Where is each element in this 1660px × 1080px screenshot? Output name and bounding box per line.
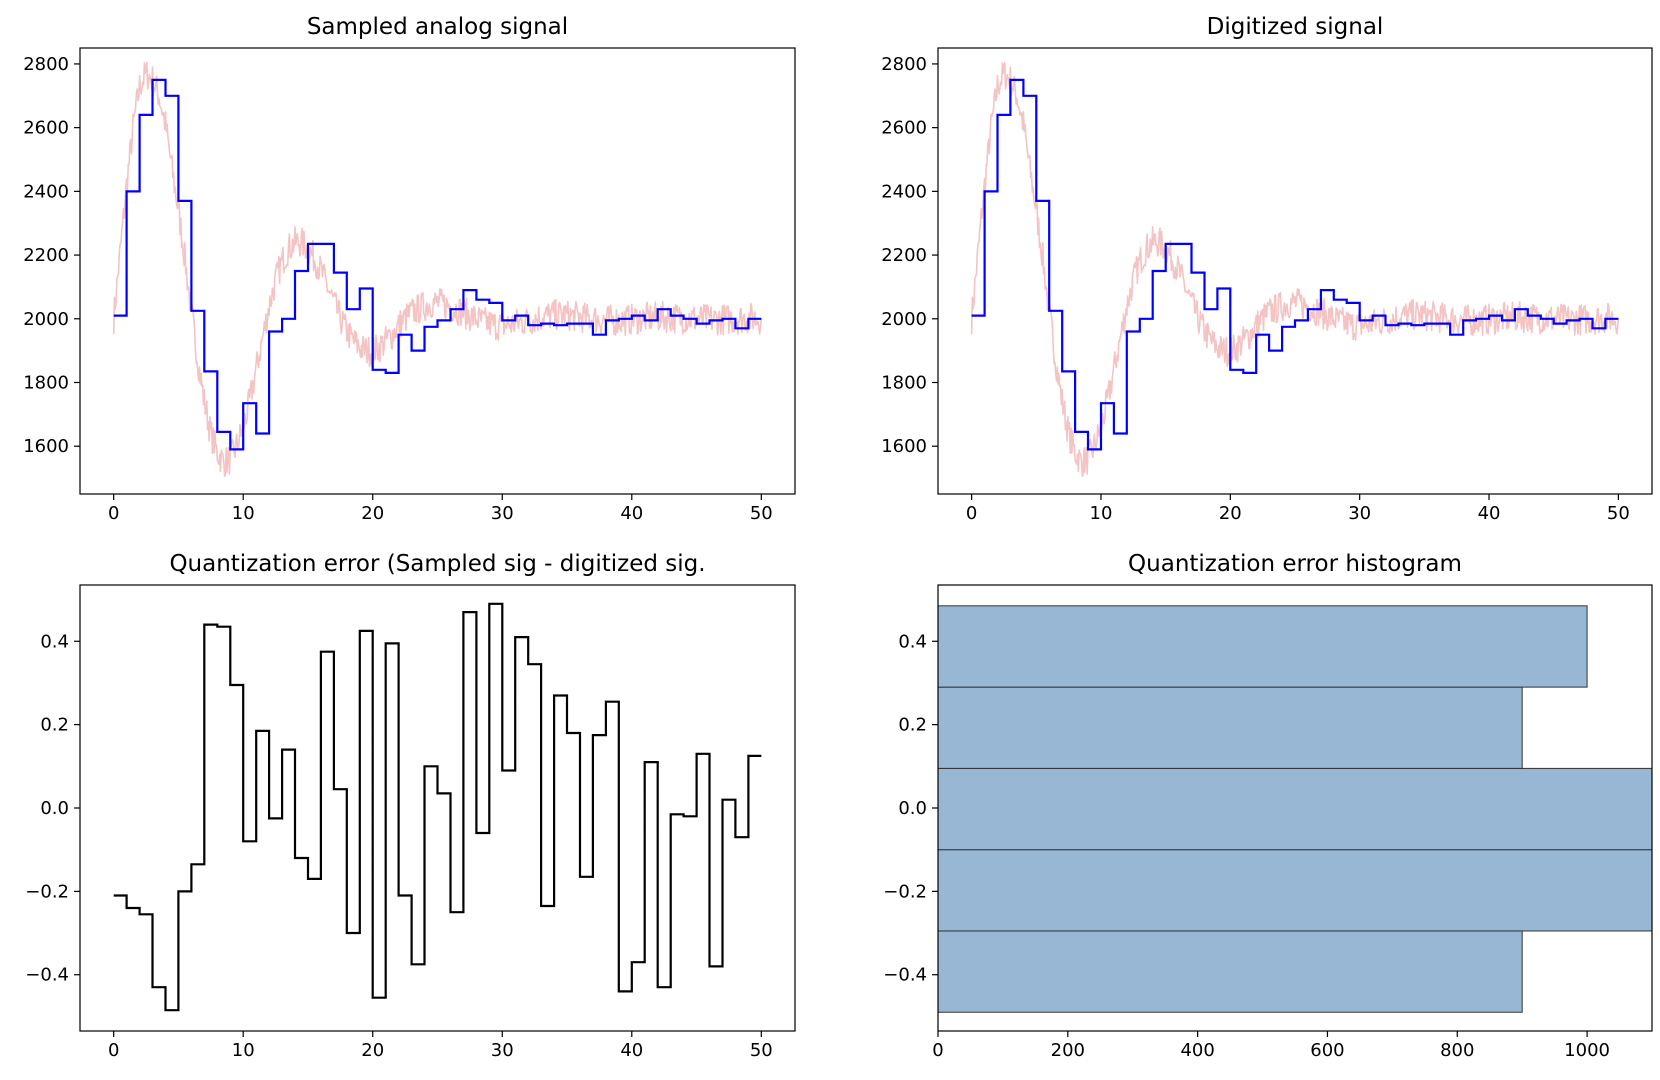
plot-frame	[937, 47, 1653, 495]
y-tick-label: 1800	[23, 373, 69, 394]
x-tick-label: 30	[491, 503, 514, 524]
x-tick-label: 0	[108, 503, 119, 524]
x-tick-label: 400	[1180, 1040, 1214, 1061]
y-tick-label: −0.2	[25, 881, 69, 902]
x-tick-label: 0	[966, 503, 977, 524]
sampled-analog-signal-chart: Sampled analog signal 0 10 20 30 40 50 1600 180…	[23, 14, 796, 524]
y-tick-label: 2400	[23, 181, 69, 202]
x-tick-label: 40	[620, 1040, 643, 1061]
chart-title: Digitized signal	[1207, 14, 1384, 40]
x-tick-label: 40	[1478, 503, 1501, 524]
y-tick-label: 2800	[23, 54, 69, 75]
series-step-line	[113, 602, 762, 1012]
x-tick-label: 50	[750, 1040, 773, 1061]
quantization-error-histogram-chart: Quantization error histogram 0 200 400 600 8…	[883, 551, 1653, 1061]
series-analog-line	[970, 61, 1620, 478]
y-tick-label: 0.4	[40, 631, 69, 652]
y-tick-label: 2000	[23, 309, 69, 330]
y-tick-label: 1600	[881, 436, 927, 457]
histogram-bar	[938, 767, 1652, 851]
y-tick-label: −0.4	[25, 965, 69, 986]
x-tick-label: 20	[1219, 503, 1242, 524]
plot-frame	[79, 584, 796, 1032]
x-tick-label: 20	[361, 1040, 384, 1061]
y-tick-label: 2200	[881, 245, 927, 266]
plot-area	[113, 602, 762, 1012]
x-tick-label: 50	[750, 503, 773, 524]
quantization-error-chart: Quantization error (Sampled sig - digiti…	[25, 551, 796, 1061]
x-tick-label: 10	[232, 1040, 255, 1061]
plot-area	[112, 61, 763, 478]
plot-frame	[79, 47, 796, 495]
x-tick-label: 1000	[1564, 1040, 1610, 1061]
y-tick-label: 2400	[881, 181, 927, 202]
y-tick-label: 0.0	[898, 798, 927, 819]
histogram-bar	[938, 849, 1652, 932]
x-tick-label: 40	[620, 503, 643, 524]
x-tick-label: 20	[361, 503, 384, 524]
y-tick-label: 2600	[881, 118, 927, 139]
histogram-bar	[938, 686, 1523, 769]
series-step-line	[113, 78, 762, 451]
x-tick-label: 0	[108, 1040, 119, 1061]
y-tick-label: 2000	[881, 309, 927, 330]
y-tick-label: 0.0	[40, 798, 69, 819]
series-step-line	[971, 78, 1619, 451]
chart-title: Sampled analog signal	[307, 14, 568, 40]
y-tick-label: 1600	[23, 436, 69, 457]
y-tick-label: −0.2	[883, 881, 927, 902]
y-tick-label: 2800	[881, 54, 927, 75]
x-tick-label: 30	[1348, 503, 1371, 524]
y-tick-label: 1800	[881, 373, 927, 394]
histogram-bar	[938, 930, 1523, 1013]
histogram-bar	[938, 605, 1588, 688]
series-analog-line	[112, 61, 763, 478]
y-tick-label: 0.2	[898, 715, 927, 736]
x-tick-label: 600	[1310, 1040, 1344, 1061]
x-tick-label: 0	[932, 1040, 943, 1061]
chart-title: Quantization error (Sampled sig - digiti…	[169, 551, 705, 577]
x-tick-label: 10	[1090, 503, 1113, 524]
digitized-signal-chart: Digitized signal 0 10 20 30 40 50 1600 1800 2000…	[881, 14, 1653, 524]
y-tick-label: 2600	[23, 118, 69, 139]
y-tick-label: 0.2	[40, 715, 69, 736]
y-tick-label: 0.4	[898, 631, 927, 652]
x-tick-label: 30	[491, 1040, 514, 1061]
chart-title: Quantization error histogram	[1128, 551, 1462, 577]
plot-area	[970, 61, 1620, 478]
x-tick-label: 800	[1440, 1040, 1474, 1061]
y-tick-label: −0.4	[883, 965, 927, 986]
plot-area	[938, 605, 1652, 1013]
x-tick-label: 10	[232, 503, 255, 524]
x-tick-label: 200	[1051, 1040, 1085, 1061]
y-tick-label: 2200	[23, 245, 69, 266]
x-tick-label: 50	[1607, 503, 1630, 524]
